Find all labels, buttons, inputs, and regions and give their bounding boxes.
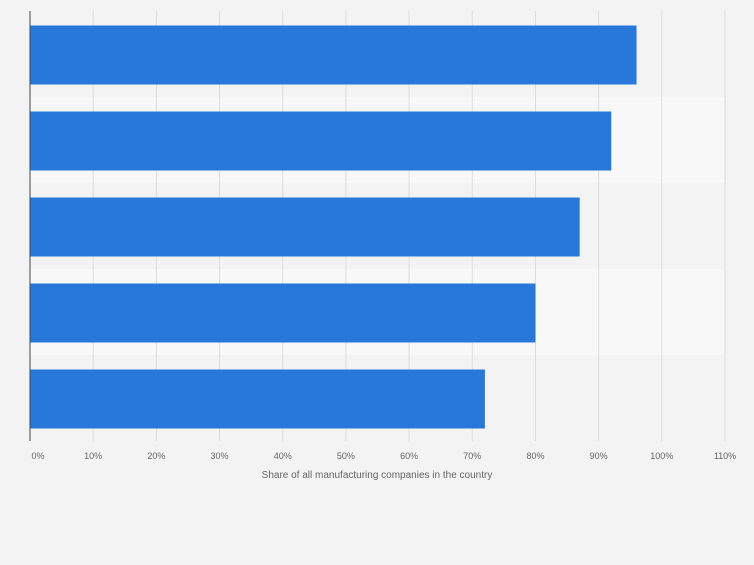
x-axis-title: Share of all manufacturing companies in …	[262, 470, 493, 481]
x-tick-label: 10%	[84, 451, 102, 461]
x-tick-labels: 0% 10% 20% 30% 40% 50% 60% 70% 80% 90% 100% 110%	[31, 451, 736, 461]
x-tick-label: 100%	[650, 451, 673, 461]
x-tick-label: 80%	[526, 451, 544, 461]
x-tick-label: 40%	[274, 451, 292, 461]
x-tick-label: 0%	[31, 451, 44, 461]
x-tick-label: 50%	[337, 451, 355, 461]
x-tick-label: 30%	[211, 451, 229, 461]
x-tick-label: 70%	[463, 451, 481, 461]
bar[interactable]	[30, 25, 637, 85]
x-tick-label: 110%	[714, 451, 736, 461]
x-tick-label: 20%	[147, 451, 165, 461]
bar[interactable]	[30, 197, 580, 257]
bar[interactable]	[30, 369, 485, 429]
bars	[30, 25, 637, 429]
bar[interactable]	[30, 111, 612, 171]
bar[interactable]	[30, 283, 536, 343]
x-tick-label: 60%	[400, 451, 418, 461]
x-tick-label: 90%	[590, 451, 608, 461]
